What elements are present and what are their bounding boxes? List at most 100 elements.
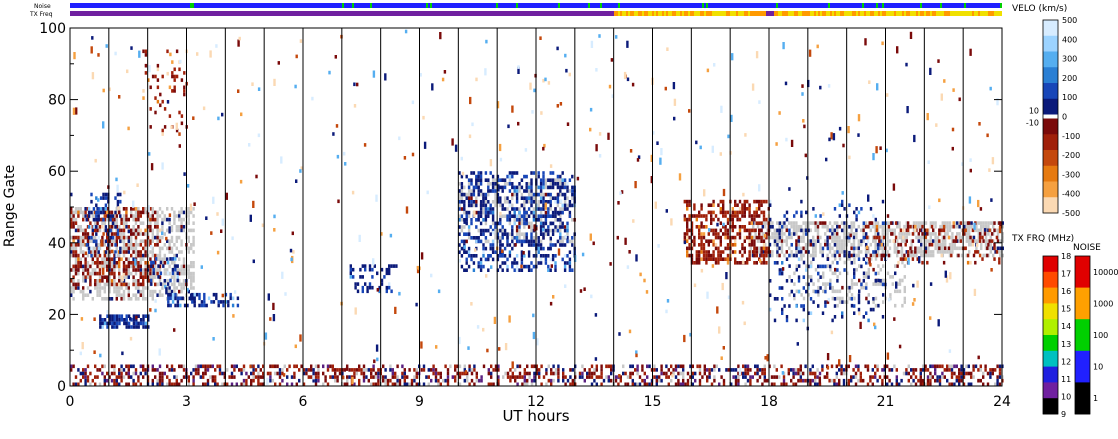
data-cell — [175, 214, 178, 218]
data-cell — [539, 200, 543, 204]
noise-strip-cell — [934, 3, 936, 8]
data-cell — [755, 253, 758, 258]
data-cell — [785, 242, 788, 247]
data-cell — [142, 293, 145, 297]
data-cell — [479, 189, 483, 193]
data-cell — [125, 286, 128, 290]
data-cell — [496, 257, 500, 262]
data-cell — [106, 228, 109, 233]
data-cell — [836, 261, 839, 265]
data-cell — [108, 275, 111, 279]
data-cell — [765, 250, 768, 254]
data-cell — [958, 246, 961, 251]
data-cell — [857, 307, 861, 312]
data-cell — [173, 253, 176, 258]
data-cell — [559, 236, 562, 240]
data-cell — [814, 214, 817, 218]
data-cell — [850, 297, 853, 301]
data-cell — [1001, 235, 1004, 240]
data-cell — [527, 192, 531, 197]
txfreq-strip-cell — [282, 11, 284, 16]
data-cell — [783, 224, 786, 229]
txfreq-strip-cell — [218, 11, 220, 16]
data-cell — [968, 242, 971, 247]
data-cell — [496, 268, 500, 272]
data-cell — [912, 228, 916, 233]
data-cell — [537, 174, 540, 179]
data-cell — [167, 300, 170, 304]
data-cell — [120, 297, 123, 301]
data-cell — [992, 246, 995, 251]
data-cell — [537, 218, 540, 222]
txfreq-strip-cell — [318, 11, 320, 16]
data-cell — [778, 224, 781, 229]
data-cell — [108, 289, 111, 294]
noise-strip-cell — [514, 3, 516, 8]
data-cell — [769, 293, 772, 297]
data-cell — [198, 292, 201, 297]
data-cell — [166, 239, 169, 243]
noise-strip-cell — [714, 3, 716, 8]
data-cell — [139, 293, 142, 297]
data-cell — [843, 253, 846, 258]
data-cell — [487, 189, 490, 193]
data-cell — [903, 285, 906, 290]
data-cell — [372, 382, 375, 387]
data-cell — [175, 128, 179, 133]
txfreq-strip-cell — [316, 11, 318, 16]
data-cell — [137, 243, 140, 247]
data-cell — [173, 279, 176, 283]
data-cell — [802, 239, 805, 243]
data-cell — [977, 228, 980, 233]
data-cell — [824, 264, 827, 269]
data-cell — [370, 371, 373, 376]
data-cell — [719, 235, 722, 240]
data-cell — [731, 235, 734, 240]
noise-strip-cell — [486, 3, 488, 8]
noise-strip-cell — [310, 3, 312, 8]
data-cell — [314, 375, 318, 379]
data-cell — [161, 217, 164, 222]
data-cell — [491, 246, 495, 251]
data-cell — [104, 192, 108, 197]
data-cell — [990, 239, 994, 243]
data-cell — [460, 174, 464, 179]
data-cell — [761, 224, 764, 229]
data-cell — [175, 293, 178, 297]
data-cell — [118, 257, 121, 261]
data-cell — [800, 210, 803, 215]
noise-strip-cell — [274, 3, 276, 8]
data-cell — [202, 382, 205, 387]
data-cell — [252, 375, 255, 379]
positive-velocity-patch-1h — [99, 314, 150, 329]
data-cell — [809, 228, 812, 233]
noise-strip-cell — [494, 3, 496, 8]
data-cell — [107, 243, 110, 247]
data-cell — [702, 232, 706, 236]
data-cell — [151, 246, 154, 251]
data-cell — [688, 214, 691, 218]
data-cell — [79, 371, 82, 376]
data-cell — [785, 228, 788, 233]
data-cell — [566, 232, 569, 236]
data-cell — [890, 221, 893, 225]
data-cell — [168, 289, 171, 294]
data-cell — [568, 203, 572, 208]
data-cell — [698, 225, 701, 229]
data-cell — [111, 321, 114, 326]
data-cell — [139, 289, 142, 294]
data-cell — [525, 214, 528, 218]
data-cell — [91, 257, 94, 261]
txfreq-strip-cell — [802, 11, 804, 16]
data-cell — [460, 200, 464, 204]
data-cell — [936, 239, 940, 243]
data-cell — [722, 210, 725, 215]
data-cell — [707, 257, 710, 261]
data-cell — [776, 235, 779, 240]
data-cell — [568, 239, 572, 244]
data-cell — [905, 250, 908, 254]
data-cell — [828, 235, 832, 240]
txfreq-strip-cell — [406, 11, 408, 16]
data-cell — [176, 264, 179, 268]
data-cell — [898, 224, 901, 229]
